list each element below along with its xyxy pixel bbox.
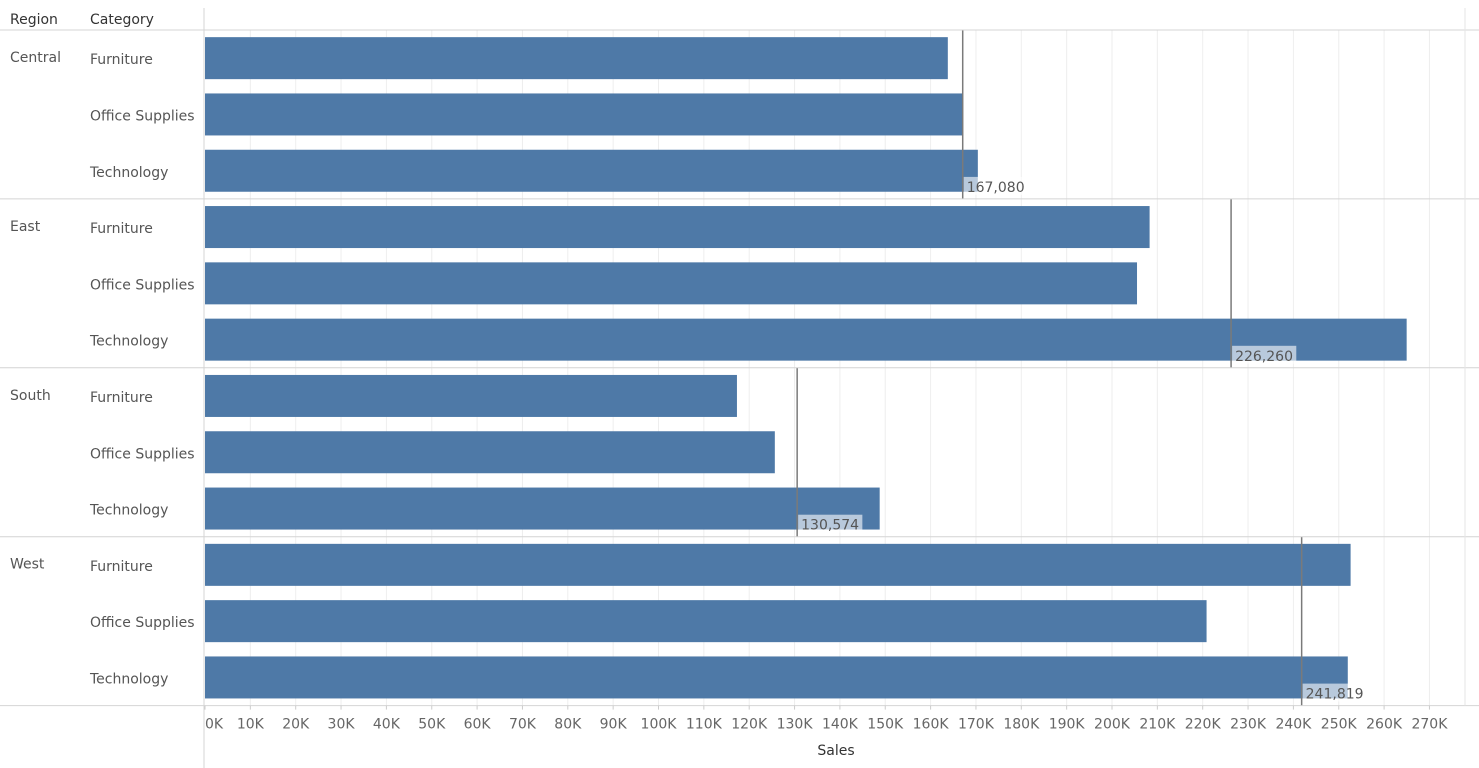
reference-label-bg: [798, 514, 863, 533]
tick-label: 50K: [418, 717, 446, 733]
reference-label: 167,080: [967, 180, 1025, 196]
bar: [205, 431, 775, 474]
tick-label: 230K: [1230, 717, 1267, 733]
region-label: South: [10, 388, 51, 404]
reference-label: 226,260: [1235, 349, 1293, 365]
bar: [205, 487, 880, 530]
reference-label-bg: [1302, 683, 1367, 702]
tick-label: 140K: [822, 717, 859, 733]
bar: [205, 206, 1150, 249]
category-label: Office Supplies: [90, 108, 195, 124]
category-label: Technology: [89, 165, 168, 181]
reference-lines-layer: 167,080 226,260 130,574 241,819: [796, 30, 1367, 706]
tick-label: 150K: [867, 717, 904, 733]
reference-label-bg: [1232, 345, 1297, 364]
tick-label: 90K: [600, 717, 628, 733]
tick-label: 270K: [1411, 717, 1448, 733]
bar: [205, 374, 737, 417]
category-label: Furniture: [90, 221, 153, 237]
tick-label: 240K: [1275, 717, 1312, 733]
bar: [205, 318, 1407, 361]
row-labels-layer: Central Furniture Office Supplies Technolog…: [10, 50, 195, 687]
category-label: Technology: [89, 503, 168, 519]
category-label: Technology: [89, 334, 168, 350]
region-label: East: [10, 219, 41, 235]
reference-label: 130,574: [801, 518, 859, 534]
tick-label: 40K: [373, 717, 401, 733]
region-header: Region: [10, 12, 58, 28]
tick-label: 70K: [509, 717, 537, 733]
bars-layer: [205, 37, 1407, 699]
tick-label: 200K: [1094, 717, 1131, 733]
region-label: Central: [10, 50, 61, 66]
tick-label: 260K: [1366, 717, 1403, 733]
tick-label: 220K: [1185, 717, 1222, 733]
tick-label: 30K: [328, 717, 356, 733]
tick-label: 250K: [1321, 717, 1358, 733]
reference-label-bg: [963, 176, 1028, 195]
tick-label: 120K: [731, 717, 768, 733]
reference-label: 241,819: [1306, 687, 1364, 703]
tick-label: 130K: [777, 717, 814, 733]
category-label: Furniture: [90, 390, 153, 406]
bar: [205, 149, 978, 192]
category-label: Technology: [89, 671, 168, 687]
bar: [205, 93, 963, 136]
category-label: Furniture: [90, 52, 153, 68]
bar: [205, 600, 1207, 643]
frame-lines: [0, 8, 1479, 768]
region-label: West: [10, 557, 45, 573]
tick-label: 210K: [1139, 717, 1176, 733]
bar: [205, 656, 1348, 699]
tick-label: 190K: [1049, 717, 1086, 733]
tick-label: 0K: [205, 717, 224, 733]
x-axis-title: Sales: [817, 743, 854, 759]
tick-label: 60K: [464, 717, 492, 733]
category-label: Office Supplies: [90, 277, 195, 293]
category-label: Office Supplies: [90, 615, 195, 631]
category-header: Category: [90, 12, 154, 28]
bar: [205, 262, 1138, 305]
tick-label: 180K: [1003, 717, 1040, 733]
tick-label: 110K: [686, 717, 723, 733]
bar: [205, 37, 948, 80]
tick-label: 170K: [958, 717, 995, 733]
bar: [205, 543, 1351, 586]
tick-label: 80K: [554, 717, 582, 733]
tick-label: 10K: [237, 717, 265, 733]
x-axis: 0K 10K 20K 30K 40K 50K 60K 70K 80K 90K 100K 110K 120…: [204, 705, 1448, 733]
tick-label: 20K: [282, 717, 310, 733]
category-label: Furniture: [90, 559, 153, 575]
tick-label: 160K: [913, 717, 950, 733]
category-label: Office Supplies: [90, 446, 195, 462]
tick-label: 100K: [641, 717, 678, 733]
